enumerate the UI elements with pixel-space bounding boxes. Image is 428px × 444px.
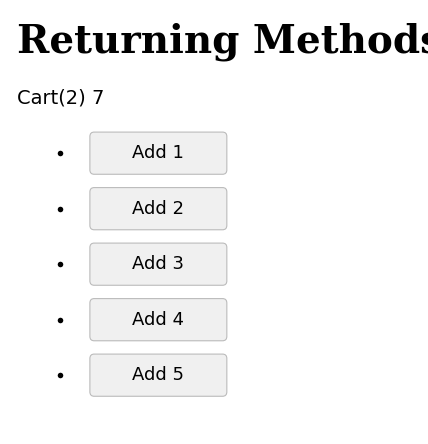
Text: Returning Methods: Returning Methods (17, 22, 428, 61)
Text: Add 2: Add 2 (132, 200, 184, 218)
FancyBboxPatch shape (90, 132, 227, 174)
Text: Add 4: Add 4 (132, 311, 184, 329)
FancyBboxPatch shape (90, 354, 227, 396)
FancyBboxPatch shape (90, 243, 227, 285)
Text: Cart(2) 7: Cart(2) 7 (17, 89, 104, 108)
Text: Add 3: Add 3 (132, 255, 184, 273)
FancyBboxPatch shape (90, 188, 227, 230)
FancyBboxPatch shape (90, 298, 227, 341)
Text: Add 5: Add 5 (132, 366, 184, 384)
Text: Add 1: Add 1 (132, 144, 184, 162)
